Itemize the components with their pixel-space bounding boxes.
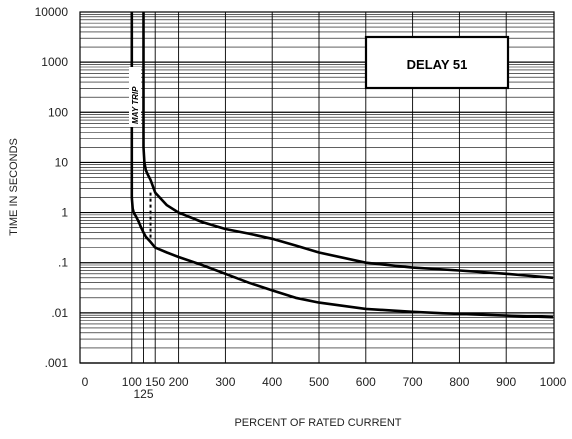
curves bbox=[130, 12, 554, 319]
may-trip-annotation: MAY TRIP bbox=[129, 67, 141, 127]
lower-bound-curve bbox=[130, 12, 554, 319]
x-tick-label: 500 bbox=[309, 375, 329, 389]
x-tick-label: 700 bbox=[403, 375, 423, 389]
legend: DELAY 51 bbox=[364, 35, 510, 90]
x-tick-label: 0 bbox=[82, 375, 89, 389]
y-tick-label: .01 bbox=[51, 306, 68, 320]
y-tick-label: .001 bbox=[45, 356, 69, 370]
may-trip-label: MAY TRIP bbox=[131, 86, 140, 124]
legend-box bbox=[364, 35, 510, 90]
x-tick-label: 300 bbox=[215, 375, 235, 389]
x-tick-label: 200 bbox=[169, 375, 189, 389]
x-tick-label: 400 bbox=[262, 375, 282, 389]
y-tick-label: 1 bbox=[61, 206, 68, 220]
x-tick-label: 100 bbox=[122, 375, 142, 389]
y-tick-label: 1000 bbox=[41, 55, 68, 69]
x-tick-label: 125 bbox=[133, 387, 153, 401]
grid-lines bbox=[80, 12, 554, 364]
y-tick-label: 10000 bbox=[35, 5, 69, 19]
x-tick-label: 150 bbox=[145, 375, 165, 389]
x-axis-label: PERCENT OF RATED CURRENT bbox=[234, 417, 401, 429]
x-tick-label: 900 bbox=[496, 375, 516, 389]
y-tick-label: 10 bbox=[55, 155, 69, 169]
y-tick-label: 100 bbox=[48, 105, 68, 119]
may-trip-box bbox=[129, 67, 141, 127]
y-tick-label: .1 bbox=[58, 256, 68, 270]
upper-bound-curve bbox=[142, 12, 554, 280]
x-tick-label: 600 bbox=[356, 375, 376, 389]
x-tick-label: 1000 bbox=[540, 375, 567, 389]
plot-frame bbox=[79, 11, 555, 364]
legend-label: DELAY 51 bbox=[407, 57, 468, 72]
y-axis-label: TIME IN SECONDS bbox=[8, 138, 20, 236]
x-tick-label: 800 bbox=[449, 375, 469, 389]
